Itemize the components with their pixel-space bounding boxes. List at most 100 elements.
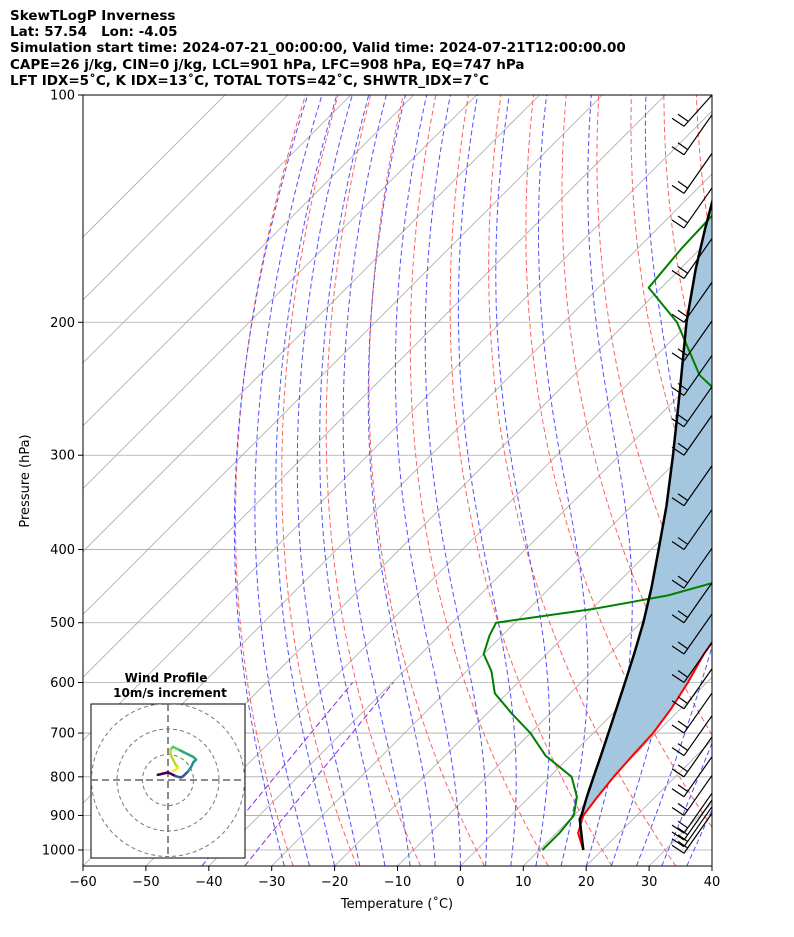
wind-barb [671, 187, 713, 229]
wind-barb [671, 114, 713, 156]
parcel-profile [578, 197, 712, 851]
cape-cin-shading [578, 202, 712, 850]
indices-line: LFT IDX=5˚C, K IDX=13˚C, TOTAL TOTS=42˚C… [10, 73, 490, 89]
y-tick-label: 900 [50, 809, 75, 824]
x-tick-label: −60 [69, 875, 96, 890]
y-tick-label: 300 [50, 449, 75, 464]
isotherm-line [83, 95, 477, 490]
y-axis-ticks: 1000 900 800 700 600 500 400 300 200 100 [42, 89, 83, 859]
y-tick-label: 500 [50, 616, 75, 631]
grid-lines [83, 95, 794, 866]
moist-adiabat-line [254, 95, 323, 866]
wind-barb [671, 806, 713, 848]
wind-barb [671, 281, 713, 323]
moist-adiabat-line [342, 95, 411, 866]
hodograph-subtitle: 10m/s increment [113, 686, 227, 700]
moist-adiabat-line [610, 95, 685, 866]
dry-adiabat-line [409, 95, 549, 866]
y-tick-label: 700 [50, 727, 75, 742]
moist-adiabat-line [636, 644, 712, 866]
dry-adiabat-line [368, 95, 485, 866]
hodograph-inset: Wind Profile 10m/s increment [90, 671, 246, 859]
wind-barb [671, 547, 713, 589]
moist-adiabat-line [686, 808, 712, 866]
moist-adiabat-line [457, 95, 517, 866]
dry-adiabat-line [235, 95, 306, 866]
chart-title: SkewTLogP Inverness [10, 8, 176, 24]
wind-barb [671, 736, 713, 778]
isotherm-line [271, 425, 712, 866]
y-tick-label: 1000 [42, 844, 75, 859]
isotherm-line [523, 676, 712, 866]
isotherm-line [83, 95, 540, 553]
wind-barb [671, 509, 713, 551]
wind-barb [671, 238, 713, 279]
dry-adiabat-line [596, 95, 712, 639]
isotherm-line [208, 362, 712, 866]
profile-lines [482, 197, 712, 851]
isotherm-line [711, 865, 712, 866]
wind-barb [671, 386, 713, 428]
x-axis-ticks: −60 −50 −40 −30 −20 −10 0 10 20 30 40 [69, 866, 720, 890]
x-tick-label: −10 [384, 875, 411, 890]
x-axis-label: Temperature (˚C) [340, 896, 453, 912]
y-tick-label: 100 [50, 89, 75, 104]
isotherm-line [83, 95, 414, 427]
cape-fill [578, 202, 712, 850]
wind-barb [671, 642, 713, 684]
dry-adiabat-line [729, 95, 794, 866]
wind-barb [671, 465, 713, 507]
y-tick-label: 200 [50, 316, 75, 331]
y-tick-label: 600 [50, 676, 75, 691]
x-tick-label: −40 [195, 875, 222, 890]
moist-adiabat-line [394, 95, 461, 866]
x-tick-label: 0 [456, 875, 464, 890]
isotherm-line [397, 550, 712, 866]
x-tick-label: 40 [704, 875, 721, 890]
moist-adiabat-line [275, 95, 338, 866]
wind-barb [671, 668, 713, 710]
x-tick-label: 30 [641, 875, 658, 890]
wind-barb [671, 94, 713, 127]
wind-barb [671, 715, 713, 757]
y-tick-label: 400 [50, 543, 75, 558]
wind-barb [671, 613, 713, 655]
wind-barb [671, 692, 713, 734]
wind-barb [671, 756, 713, 798]
isotherm-line [334, 488, 712, 866]
wind-barb [671, 414, 713, 456]
x-tick-label: −30 [258, 875, 285, 890]
wind-barb [671, 320, 713, 362]
temperature-profile [577, 640, 712, 851]
mixing-ratio-line [244, 682, 394, 866]
wind-barbs [671, 94, 713, 854]
dry-adiabat-line [281, 95, 358, 866]
wind-barb [671, 812, 713, 854]
x-tick-label: −50 [132, 875, 159, 890]
moist-adiabat-line [661, 741, 712, 866]
moist-adiabat-line [319, 95, 386, 866]
wind-barb [671, 775, 713, 816]
dry-adiabat-line [488, 95, 677, 866]
wind-barb [671, 582, 713, 624]
wind-barb [671, 799, 713, 841]
moist-adiabat-line [424, 95, 488, 866]
dry-adiabat-line [762, 95, 794, 866]
x-tick-label: 10 [515, 875, 532, 890]
moist-adiabat-line [538, 95, 589, 866]
isotherm-line [83, 95, 666, 678]
wind-barb [671, 153, 713, 194]
isotherm-line [83, 110, 712, 741]
dry-adiabat-line [325, 95, 422, 866]
y-tick-label: 800 [50, 770, 75, 785]
isotherm-line [83, 95, 226, 238]
wind-barb [671, 792, 713, 834]
wind-barb [671, 355, 713, 396]
isotherm-line [83, 95, 352, 364]
dry-adiabat-line [525, 95, 712, 828]
hodograph-title: Wind Profile [125, 671, 208, 685]
isotherm-line [460, 613, 712, 866]
x-tick-label: −20 [321, 875, 348, 890]
isotherm-line [83, 95, 289, 301]
